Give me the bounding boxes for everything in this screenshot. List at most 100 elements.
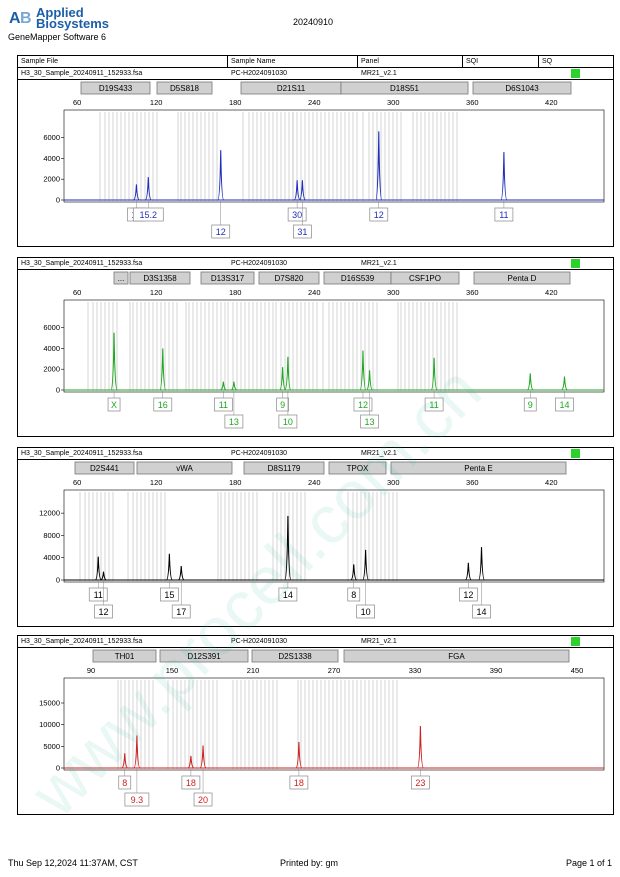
x-tick-label: 360 [466, 288, 479, 297]
allele-label: 12 [216, 227, 226, 237]
peak [199, 745, 207, 769]
allele-label: 14 [559, 400, 569, 410]
locus-box [390, 271, 460, 285]
panel-title-row: H3_30_Sample_20240911_152933.fsa PC-H202… [18, 448, 613, 460]
allele-label-box [278, 414, 298, 429]
applied-biosystems-logo-icon: A B [8, 6, 36, 28]
peak [279, 367, 286, 391]
electropherogram-chart: ... D3S1358 D13S317 D7S820 D16S539 CSF1PO Pent… [43, 271, 605, 429]
report-date: 20240910 [293, 17, 334, 27]
x-tick-label: 270 [328, 666, 341, 675]
x-tick-label: 420 [545, 288, 558, 297]
panel-name: MR21_v2.1 [361, 260, 397, 267]
x-tick-label: 180 [229, 288, 242, 297]
svg-text:A: A [9, 10, 21, 27]
locus-box [243, 461, 325, 475]
allele-label: 10 [361, 607, 371, 617]
x-tick-label: 240 [308, 98, 321, 107]
x-tick-label: 180 [229, 98, 242, 107]
x-tick-label: 120 [150, 478, 163, 487]
y-tick-label: 0 [56, 386, 60, 395]
locus-label: TH01 [115, 652, 135, 661]
allele-label-box [88, 587, 108, 602]
peak [366, 370, 373, 391]
y-tick-label: 0 [56, 196, 60, 205]
peak [133, 735, 141, 769]
allele-label: 18 [186, 778, 196, 788]
peak [178, 566, 185, 581]
panel-sample-name: PC-H2024091030 [231, 450, 288, 457]
x-tick-label: 150 [166, 666, 179, 675]
col-sample-file: Sample File [21, 58, 58, 65]
allele-label: 30 [292, 210, 302, 220]
x-tick-label: 240 [308, 288, 321, 297]
logo-text-applied: Applied [36, 5, 84, 20]
peak [500, 152, 508, 201]
locus-box [159, 649, 249, 663]
x-tick-label: 60 [73, 288, 81, 297]
locus-label: D16S539 [341, 274, 375, 283]
peak [465, 562, 472, 581]
allele-label-box [523, 397, 537, 412]
peak [110, 332, 118, 391]
y-tick-label: 5000 [43, 742, 60, 751]
x-tick-label: 360 [466, 98, 479, 107]
x-tick-label: 300 [387, 478, 400, 487]
allele-label: 31 [297, 227, 307, 237]
y-tick-label: 4000 [43, 154, 60, 163]
column-divider [538, 56, 539, 67]
allele-label: 12 [463, 590, 473, 600]
allele-label-box [555, 397, 574, 412]
locus-label: Penta D [508, 274, 537, 283]
locus-label: D18S51 [390, 84, 419, 93]
plot-frame [63, 299, 605, 393]
x-tick-label: 120 [150, 98, 163, 107]
sq-pass-indicator [571, 637, 580, 646]
locus-label: vWA [176, 464, 193, 473]
panel-title-row: H3_30_Sample_20240911_152933.fsa PC-H202… [18, 68, 613, 80]
electropherogram-chart: D2S441 vWA D8S1179 TPOX Penta E60 120 180 240 30… [39, 461, 605, 619]
locus-label: D13S317 [211, 274, 245, 283]
x-tick-label: 120 [150, 288, 163, 297]
peak [284, 515, 292, 581]
locus-label: TPOX [347, 464, 369, 473]
allele-label: 11 [219, 400, 228, 410]
x-tick-label: 450 [571, 666, 584, 675]
allele-label-box [224, 414, 244, 429]
column-divider [227, 56, 228, 67]
allele-label-box [160, 587, 179, 602]
y-tick-label: 10000 [39, 720, 60, 729]
allele-label-box [124, 792, 150, 807]
plot-frame [63, 489, 605, 583]
column-divider [357, 56, 358, 67]
sq-pass-indicator [571, 69, 580, 78]
allele-label-box [424, 397, 444, 412]
locus-label: D5S818 [170, 84, 199, 93]
y-tick-label: 4000 [43, 553, 60, 562]
allele-label: 8 [122, 778, 127, 788]
locus-label: D2S441 [90, 464, 119, 473]
allele-label: 17 [176, 607, 186, 617]
peak [430, 357, 438, 391]
locus-box [92, 649, 157, 663]
panel-sample-name: PC-H2024091030 [231, 260, 288, 267]
x-tick-label: 330 [409, 666, 422, 675]
locus-box [343, 649, 570, 663]
allele-label: 9 [528, 400, 533, 410]
y-tick-label: 6000 [43, 133, 60, 142]
allele-label-box [278, 587, 298, 602]
allele-label: 11 [94, 590, 103, 600]
x-tick-label: 420 [545, 98, 558, 107]
allele-label: 20 [198, 795, 208, 805]
allele-label: 12 [99, 607, 109, 617]
x-tick-label: 90 [87, 666, 95, 675]
footer-print-date: Thu Sep 12,2024 11:37AM, CST [8, 858, 138, 868]
peak [299, 180, 306, 201]
peak [187, 755, 195, 769]
y-tick-label: 6000 [43, 323, 60, 332]
sq-pass-indicator [571, 259, 580, 268]
locus-label: D8S1179 [268, 464, 301, 473]
locus-label: D12S391 [187, 652, 221, 661]
locus-box [200, 271, 255, 285]
